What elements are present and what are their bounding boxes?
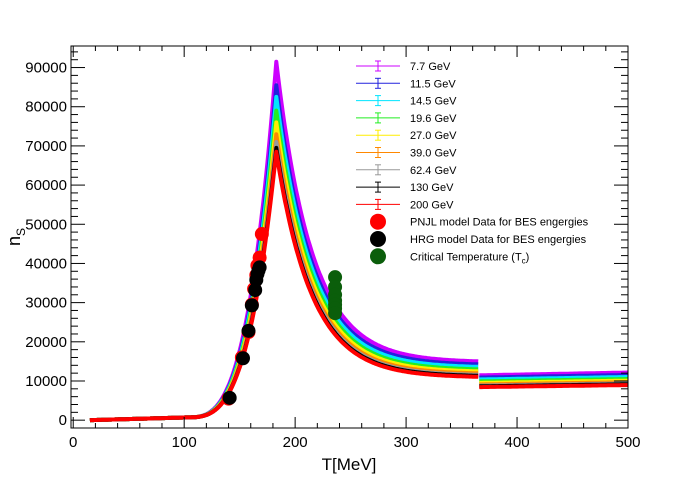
hrg-point — [222, 390, 237, 405]
legend-label-5: 27.0 GeV — [410, 130, 457, 142]
legend-label-tc: Critical Temperature (Tc) — [410, 251, 529, 265]
legend-marker-pnjl — [370, 213, 386, 230]
x-tick-label: 400 — [505, 434, 530, 451]
legend-label-tc-sub: c — [522, 256, 526, 265]
x-axis-label: T[MeV] — [322, 455, 377, 474]
y-axis-label: nS — [4, 228, 28, 246]
legend-marker-hrg — [370, 231, 386, 247]
legend-label-1: 7.7 GeV — [410, 61, 451, 73]
y-tick-label: 10000 — [25, 373, 67, 390]
series-line-9-b — [479, 383, 628, 390]
y-tick-label: 90000 — [25, 60, 67, 77]
y-tick-label: 60000 — [25, 177, 67, 194]
pnjl-point — [254, 227, 269, 242]
x-tick-label: 300 — [394, 434, 419, 451]
legend-label-tc-end: ) — [526, 251, 530, 263]
y-tick-label: 70000 — [25, 138, 67, 155]
hrg-point — [241, 323, 256, 338]
x-tick-label: 200 — [283, 434, 308, 451]
legend: 7.7 GeV 11.5 GeV 14.5 GeV 19.6 GeV 27.0 GeV 3… — [356, 60, 589, 265]
y-tick-label: 20000 — [25, 334, 67, 351]
y-tick-label: 30000 — [25, 295, 67, 312]
legend-label-9: 200 GeV — [410, 199, 454, 211]
x-tick-label: 500 — [615, 434, 640, 451]
curves-layer — [89, 59, 629, 423]
legend-label-tc-main: Critical Temperature (T — [410, 251, 522, 263]
legend-label-hrg: HRG model Data for BES engergies — [410, 234, 587, 246]
tc-point — [328, 306, 343, 321]
plot-frame — [70, 45, 629, 429]
axes-layer: 0 100 200 300 400 500 0 10000 20000 30000 40000 500… — [25, 46, 641, 451]
series-line-1-b — [479, 370, 629, 378]
legend-label-7: 62.4 GeV — [410, 165, 457, 177]
tc-point — [328, 270, 343, 285]
legend-label-8: 130 GeV — [410, 182, 454, 194]
hrg-point — [244, 298, 259, 313]
x-tick-label: 100 — [172, 434, 197, 451]
series-line-9-a — [89, 149, 480, 423]
legend-label-2: 11.5 GeV — [410, 78, 456, 90]
y-tick-label: 0 — [59, 412, 67, 429]
y-tick-label: 50000 — [25, 216, 67, 233]
legend-label-3: 14.5 GeV — [410, 96, 457, 108]
legend-label-4: 19.6 GeV — [410, 113, 457, 125]
legend-label-6: 39.0 GeV — [410, 148, 457, 160]
legend-marker-tc — [370, 248, 386, 265]
legend-label-pnjl: PNJL model Data for BES engergies — [410, 217, 589, 229]
hrg-point — [235, 351, 250, 366]
y-tick-label: 80000 — [25, 99, 67, 116]
hrg-point — [252, 260, 267, 275]
pnjl-point — [252, 250, 267, 265]
y-axis-label-main: n — [4, 236, 24, 246]
markers-layer — [221, 227, 343, 406]
x-tick-label: 0 — [69, 434, 77, 451]
hrg-point — [248, 283, 263, 298]
y-axis-label-sub: S — [14, 228, 28, 236]
y-tick-label: 40000 — [25, 255, 67, 272]
